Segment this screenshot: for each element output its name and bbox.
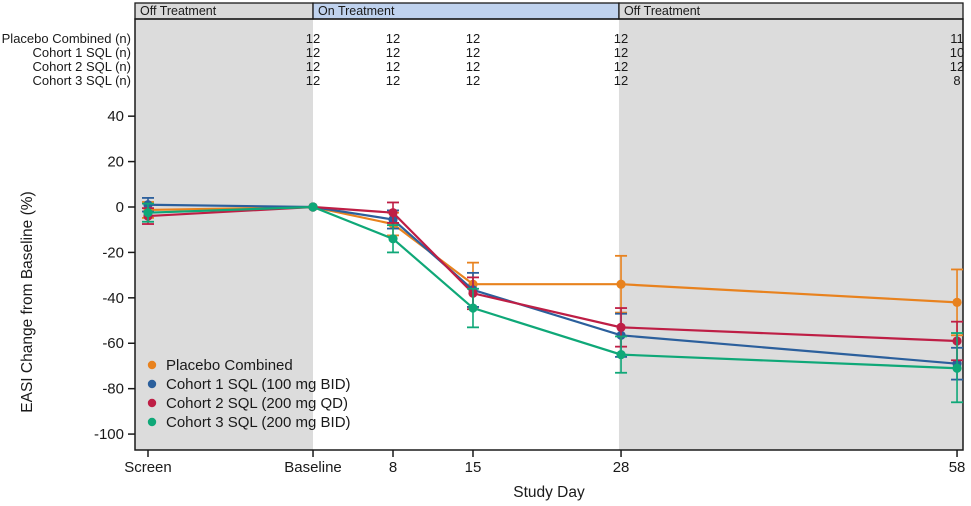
plot-border (134, 18, 964, 451)
data-point-marker (468, 303, 478, 313)
data-point-marker (616, 279, 626, 289)
x-tick-label: Baseline (284, 459, 342, 476)
n-table-value: 12 (386, 45, 400, 60)
n-table-value: 12 (306, 31, 320, 46)
data-point-marker (143, 208, 153, 218)
series-cohort-3-sql-200-mg-bid- (141, 202, 964, 404)
n-table-value: 12 (386, 73, 400, 88)
legend: Placebo Combined Cohort 1 SQL (100 mg BID… (147, 357, 351, 431)
y-tick-label: -100 (94, 426, 124, 443)
n-table-value: 12 (466, 45, 480, 60)
y-tick-label: -80 (102, 381, 124, 398)
phase-header-label: Off Treatment (140, 4, 217, 18)
x-axis: Screen Baseline 8 15 28 58 (124, 450, 965, 476)
data-point-marker (616, 322, 626, 332)
n-table-value: 10 (950, 45, 964, 60)
n-table-value: 12 (386, 31, 400, 46)
legend-marker (147, 379, 157, 389)
series-line (147, 205, 958, 370)
phase-header-label: On Treatment (318, 4, 395, 18)
n-table-value: 12 (950, 59, 964, 74)
n-table-row-label: Cohort 1 SQL (n) (32, 45, 131, 60)
n-table-value: 12 (614, 73, 628, 88)
phase-band (618, 19, 963, 450)
x-tick-label: 8 (389, 459, 397, 476)
data-point-marker (952, 297, 962, 307)
data-point-marker (388, 234, 398, 244)
y-tick-label: -20 (102, 244, 124, 261)
y-tick-label: -60 (102, 335, 124, 352)
data-point-marker (308, 202, 318, 212)
n-table-value: 12 (306, 45, 320, 60)
y-tick-label: 40 (107, 108, 124, 125)
phase-bands (135, 19, 963, 450)
n-table-value: 12 (386, 59, 400, 74)
legend-marker (147, 417, 157, 427)
legend-label: Cohort 1 SQL (100 mg BID) (166, 376, 351, 393)
y-tick-label: 0 (116, 199, 124, 216)
n-table-value: 12 (466, 73, 480, 88)
n-table-value: 12 (466, 31, 480, 46)
y-tick-label: -40 (102, 290, 124, 307)
phase-band (313, 19, 619, 450)
n-table-value: 11 (950, 31, 964, 46)
legend-marker (147, 398, 157, 408)
n-table-value: 12 (614, 31, 628, 46)
x-tick-label: 15 (465, 459, 482, 476)
legend-label: Placebo Combined (166, 357, 293, 374)
y-tick-label: 20 (107, 154, 124, 171)
x-tick-label: Screen (124, 459, 172, 476)
phase-header-label: Off Treatment (624, 4, 701, 18)
legend-label: Cohort 3 SQL (200 mg BID) (166, 414, 351, 431)
n-table-value: 12 (306, 73, 320, 88)
y-axis: 40 20 0 -20 -40 -60 -80 -100 (94, 108, 135, 443)
n-table-value: 12 (614, 45, 628, 60)
n-table-row-label: Placebo Combined (n) (2, 31, 131, 46)
data-point-marker (616, 350, 626, 360)
data-point-marker (952, 363, 962, 373)
n-table-row-label: Cohort 2 SQL (n) (32, 59, 131, 74)
n-table-value: 12 (306, 59, 320, 74)
x-tick-label: 58 (949, 459, 966, 476)
x-tick-label: 28 (613, 459, 630, 476)
phase-header-row: Off Treatment On Treatment Off Treatment (134, 2, 964, 20)
n-table-value: 8 (953, 73, 960, 88)
data-point-marker (388, 208, 398, 218)
x-axis-title: Study Day (513, 484, 585, 501)
series-line (147, 203, 958, 365)
phase-band (135, 19, 314, 450)
n-table-value: 12 (466, 59, 480, 74)
n-table-value: 12 (614, 59, 628, 74)
n-table-row-label: Cohort 3 SQL (n) (32, 73, 131, 88)
legend-label: Cohort 2 SQL (200 mg QD) (166, 395, 348, 412)
y-axis-title: EASI Change from Baseline (%) (19, 191, 36, 412)
legend-marker (147, 360, 157, 370)
